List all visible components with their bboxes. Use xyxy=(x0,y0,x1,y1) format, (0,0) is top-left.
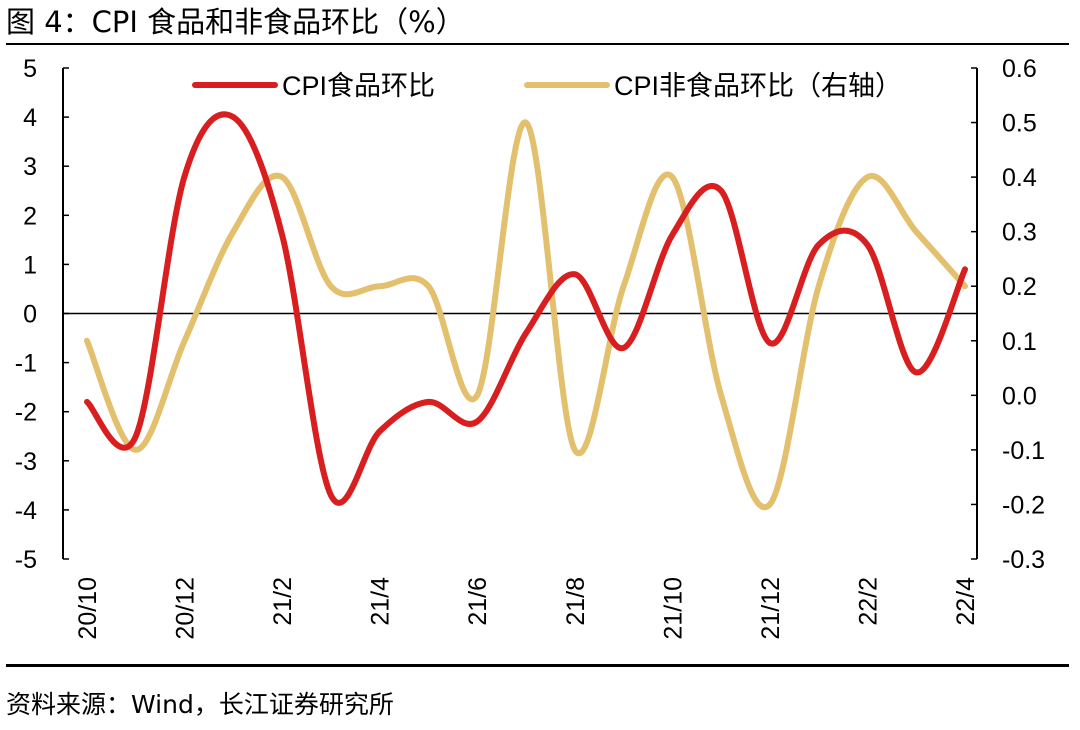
legend: CPI食品环比 CPI非食品环比（右轴） xyxy=(192,71,902,101)
legend-label-food: CPI食品环比 xyxy=(282,71,435,101)
series-line-food xyxy=(84,111,968,506)
left-axis-tick-label: 5 xyxy=(23,55,37,83)
left-axis-tick-label: 3 xyxy=(23,153,37,181)
x-axis-tick-label: 20/12 xyxy=(172,577,200,640)
right-axis-tick-label: 0.6 xyxy=(1002,55,1037,83)
left-axis-tick-label: -5 xyxy=(15,546,37,574)
x-axis-tick-label: 21/8 xyxy=(562,577,590,626)
title-rule xyxy=(6,43,1069,45)
x-axis-tick-label: 22/2 xyxy=(854,577,882,626)
x-axis-tick-label: 21/12 xyxy=(757,577,785,640)
x-axis-tick-label: 21/10 xyxy=(659,577,687,640)
chart-title: 图 4：CPI 食品和非食品环比（%） xyxy=(6,5,465,39)
series-lines-group xyxy=(84,111,968,511)
source-rule xyxy=(6,664,1069,667)
left-axis-tick-label: -1 xyxy=(15,350,37,378)
left-axis-tick-label: 0 xyxy=(23,301,37,329)
right-axis-tick-label: 0.5 xyxy=(1002,110,1037,138)
right-axis-tick-label: 0.2 xyxy=(1002,273,1037,301)
x-axis-tick-label: 21/4 xyxy=(367,577,395,626)
left-axis-tick-label: -3 xyxy=(15,448,37,476)
right-axis-tick-label: 0.3 xyxy=(1002,219,1037,247)
legend-label-nonfood: CPI非食品环比（右轴） xyxy=(614,71,902,101)
axes-group: 5 4 3 2 1 0 -1 -2 -3 -4 -5 0.6 0.5 0.4 0.3 0.2 0.1 0.0 -0.… xyxy=(15,55,1045,640)
right-axis-tick-label: 0.1 xyxy=(1002,328,1037,356)
x-axis-tick-label: 21/2 xyxy=(269,577,297,626)
right-axis-tick-label: 0.0 xyxy=(1002,382,1037,410)
right-axis-tick-label: 0.4 xyxy=(1002,164,1037,192)
left-axis-tick-label: -4 xyxy=(15,497,37,525)
left-axis-tick-label: 1 xyxy=(23,251,37,279)
left-axis-tick-label: 2 xyxy=(23,202,37,230)
x-axis-tick-label: 22/4 xyxy=(952,577,980,626)
left-axis-tick-label: -2 xyxy=(15,399,37,427)
right-axis-tick-label: -0.3 xyxy=(1002,546,1045,574)
x-axis-tick-label: 20/10 xyxy=(74,577,102,640)
source-note: 资料来源：Wind，长江证券研究所 xyxy=(6,690,394,719)
right-axis-tick-label: -0.1 xyxy=(1002,437,1045,465)
right-axis-tick-label: -0.2 xyxy=(1002,491,1045,519)
x-axis-tick-label: 21/6 xyxy=(464,577,492,626)
left-axis-tick-label: 4 xyxy=(23,104,37,132)
series-line-nonfood xyxy=(84,119,968,511)
